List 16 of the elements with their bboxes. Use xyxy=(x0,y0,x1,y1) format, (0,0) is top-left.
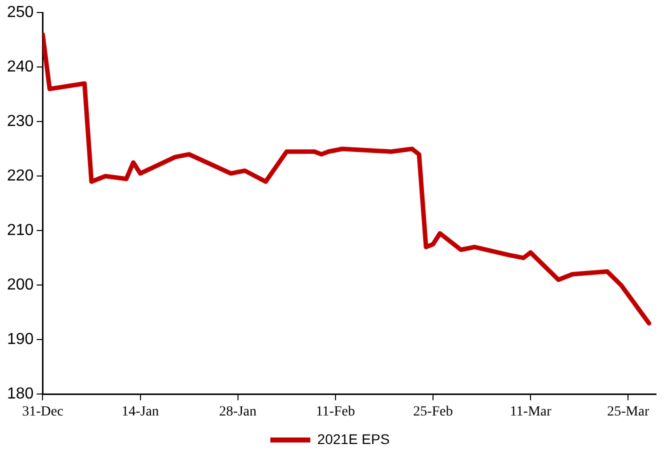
x-tick-label: 28-Jan xyxy=(219,404,256,420)
y-tick-label: 180 xyxy=(6,386,34,403)
y-tick-label: 240 xyxy=(6,58,34,76)
y-tick-label: 220 xyxy=(6,168,34,185)
x-tick-label: 25-Mar xyxy=(607,404,650,420)
x-tick-label: 31-Dec xyxy=(22,404,64,420)
y-tick-label: 210 xyxy=(6,222,34,240)
y-tick-label: 230 xyxy=(6,113,34,130)
y-tick-label: 250 xyxy=(6,4,34,22)
x-tick-label: 11-Mar xyxy=(510,404,552,420)
x-tick-label: 11-Feb xyxy=(316,404,355,420)
legend-label: 2021E EPS xyxy=(317,430,390,447)
y-tick-label: 190 xyxy=(6,331,34,348)
x-tick-label: 25-Feb xyxy=(413,404,453,420)
x-tick-label: 14-Jan xyxy=(122,404,159,420)
y-tick-label: 200 xyxy=(6,276,34,294)
